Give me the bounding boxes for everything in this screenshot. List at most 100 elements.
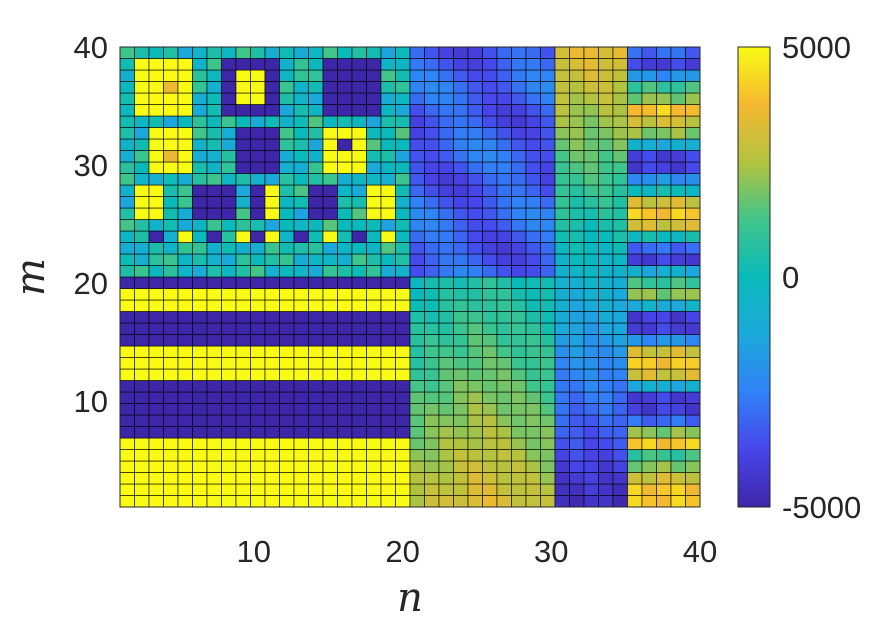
heatmap-cell [322,46,338,59]
heatmap-cell [235,46,251,59]
heatmap-cell [409,115,425,128]
heatmap-cell [308,207,324,220]
heatmap-cell [525,322,541,335]
heatmap-cell [583,299,599,312]
heatmap-cell [134,253,150,266]
heatmap-cell [656,242,672,255]
heatmap-cell [264,380,280,393]
heatmap-cell [351,449,367,462]
heatmap-cell [467,288,483,301]
heatmap-cell [148,460,164,473]
heatmap-cell [525,460,541,473]
heatmap-cell [206,426,222,439]
heatmap-cell [496,69,512,82]
heatmap-cell [293,414,309,427]
heatmap-cell [598,311,614,324]
heatmap-cell [293,184,309,197]
heatmap-cell [424,253,440,266]
heatmap-cell [148,58,164,71]
heatmap-cell [482,127,498,140]
heatmap-cell [163,437,179,450]
heatmap-cell [525,207,541,220]
heatmap-cell [670,81,686,94]
heatmap-cell [482,334,498,347]
heatmap-cell [467,58,483,71]
heatmap-cell [525,265,541,278]
heatmap-cell [206,104,222,117]
heatmap-cell [424,403,440,416]
heatmap-cell [134,115,150,128]
heatmap-cell [685,334,701,347]
heatmap-cell [438,207,454,220]
heatmap-cell [453,357,469,370]
heatmap-cell [134,265,150,278]
heatmap-cell [525,161,541,174]
heatmap-cell [627,173,643,186]
heatmap-cell [496,276,512,289]
heatmap-cell [264,345,280,358]
heatmap-cell [279,230,295,243]
heatmap-cell [380,288,396,301]
heatmap-cell [206,334,222,347]
heatmap-cell [221,150,237,163]
heatmap-cell [554,219,570,232]
heatmap-cell [670,345,686,358]
heatmap-cell [540,426,556,439]
heatmap-cell [264,495,280,508]
heatmap-cell [525,115,541,128]
heatmap-cell [308,104,324,117]
heatmap-cell [685,380,701,393]
heatmap-cell [656,138,672,151]
heatmap-cell [569,334,585,347]
heatmap-cell [395,357,411,370]
heatmap-cell [206,472,222,485]
heatmap-cell [540,472,556,485]
heatmap-cell [569,265,585,278]
heatmap-cell [279,357,295,370]
heatmap-cell [685,242,701,255]
heatmap-cell [351,288,367,301]
heatmap-cell [119,242,135,255]
heatmap-cell [598,150,614,163]
heatmap-cell [569,472,585,485]
heatmap-cell [656,161,672,174]
heatmap-cell [409,138,425,151]
heatmap-cell [293,472,309,485]
heatmap-cell [511,196,527,209]
heatmap-cell [250,242,266,255]
heatmap-cell [511,207,527,220]
heatmap-cell [279,391,295,404]
heatmap-cell [525,230,541,243]
heatmap-cell [583,265,599,278]
heatmap-cell [554,69,570,82]
heatmap-cell [221,92,237,105]
heatmap-cell [250,345,266,358]
heatmap-cell [453,230,469,243]
heatmap-cell [366,472,382,485]
heatmap-cell [119,265,135,278]
heatmap-cell [540,115,556,128]
heatmap-cell [163,449,179,462]
heatmap-cell [264,58,280,71]
heatmap-cell [221,414,237,427]
heatmap-cell [554,495,570,508]
heatmap-cell [670,368,686,381]
heatmap-cell [206,311,222,324]
heatmap-cell [569,276,585,289]
heatmap-cell [351,357,367,370]
heatmap-cell [395,460,411,473]
heatmap-cell [119,334,135,347]
heatmap-cell [293,495,309,508]
heatmap-cell [163,196,179,209]
heatmap-cell [235,414,251,427]
heatmap-cell [627,46,643,59]
heatmap-cell [380,58,396,71]
heatmap-cell [467,460,483,473]
heatmap-cell [569,391,585,404]
heatmap-cell [598,207,614,220]
heatmap-cell [569,242,585,255]
heatmap-cell [395,345,411,358]
heatmap-cell [148,449,164,462]
heatmap-cell [337,276,353,289]
